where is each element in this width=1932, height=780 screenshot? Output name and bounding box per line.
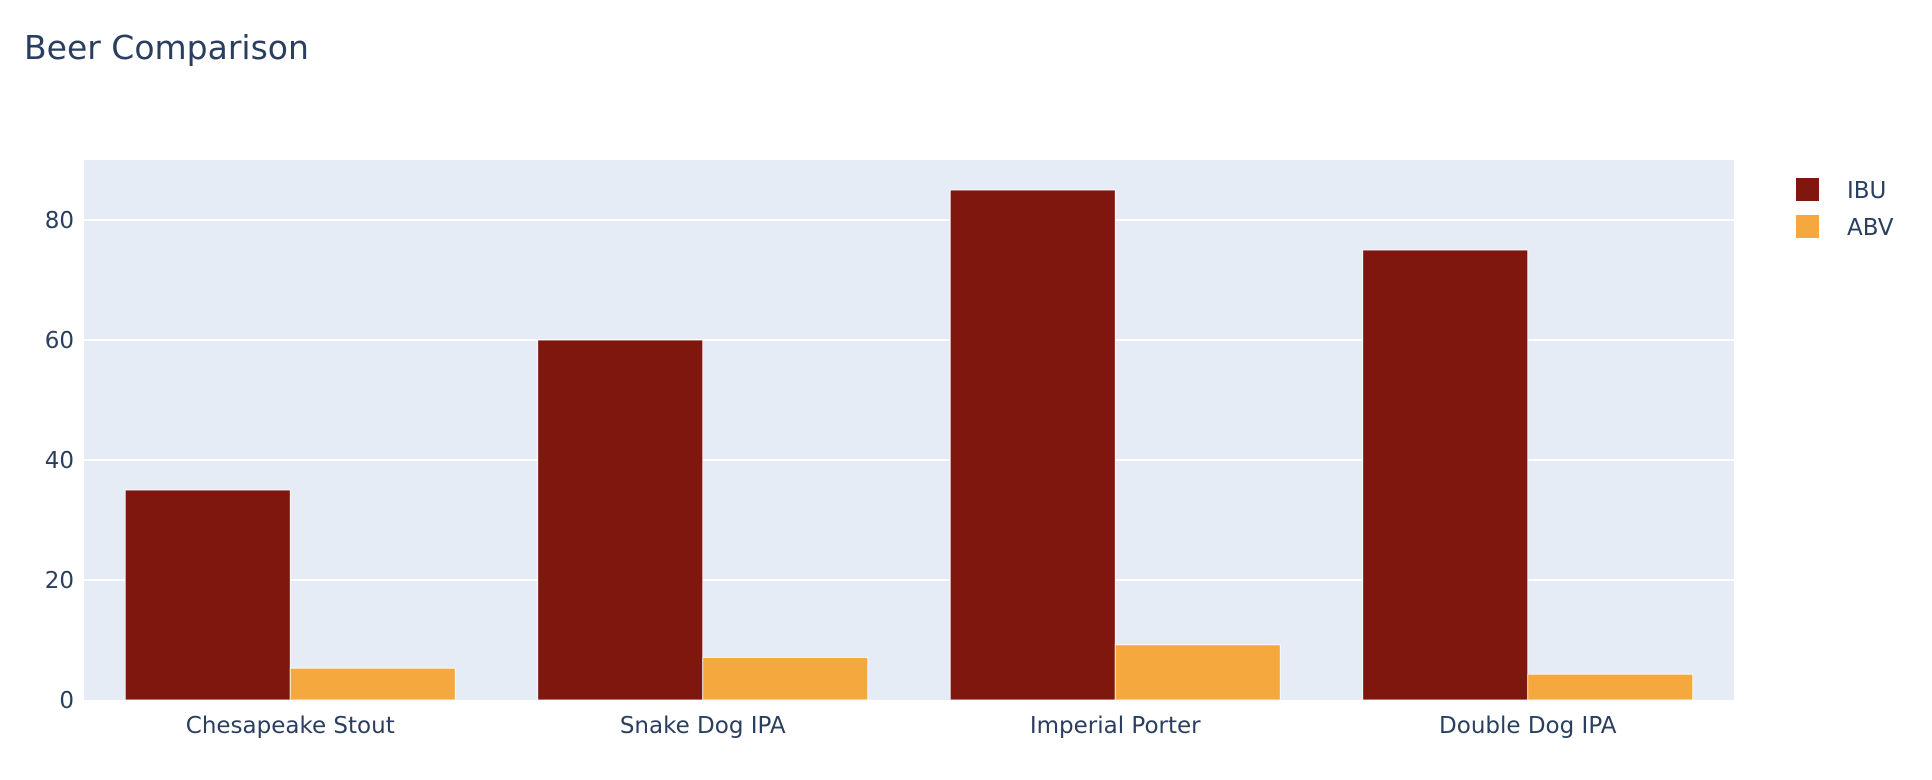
bar-ibu-1[interactable] xyxy=(124,489,291,701)
x-axis-ticks: Chesapeake Stout Snake Dog IPA Imperial Po… xyxy=(186,713,1617,739)
bar-ibu-4[interactable] xyxy=(1362,249,1529,701)
y-axis-ticks: 0 20 40 60 80 xyxy=(45,208,74,714)
legend-label-abv[interactable]: ABV xyxy=(1847,215,1894,241)
bar-ibu-3[interactable] xyxy=(949,189,1116,701)
y-tick-label: 0 xyxy=(59,688,74,714)
bar-ibu-2[interactable] xyxy=(537,339,704,701)
x-tick-label: Snake Dog IPA xyxy=(620,713,786,739)
x-tick-label: Double Dog IPA xyxy=(1439,713,1617,739)
y-tick-label: 80 xyxy=(45,208,74,234)
y-tick-label: 60 xyxy=(45,328,74,354)
bar-abv-4[interactable] xyxy=(1527,673,1694,701)
bar-abv-2[interactable] xyxy=(702,657,869,701)
legend-swatch-ibu[interactable] xyxy=(1796,178,1819,201)
y-tick-label: 20 xyxy=(45,568,74,594)
x-tick-label: Chesapeake Stout xyxy=(186,713,395,739)
legend-label-ibu[interactable]: IBU xyxy=(1847,178,1886,204)
y-tick-label: 40 xyxy=(45,448,74,474)
bar-abv-3[interactable] xyxy=(1114,644,1281,701)
legend[interactable]: IBU ABV xyxy=(1796,178,1894,241)
bars xyxy=(124,189,1694,701)
bar-abv-1[interactable] xyxy=(289,667,456,701)
x-tick-label: Imperial Porter xyxy=(1030,713,1201,739)
chart-title: Beer Comparison xyxy=(24,28,309,67)
legend-swatch-abv[interactable] xyxy=(1796,215,1819,238)
